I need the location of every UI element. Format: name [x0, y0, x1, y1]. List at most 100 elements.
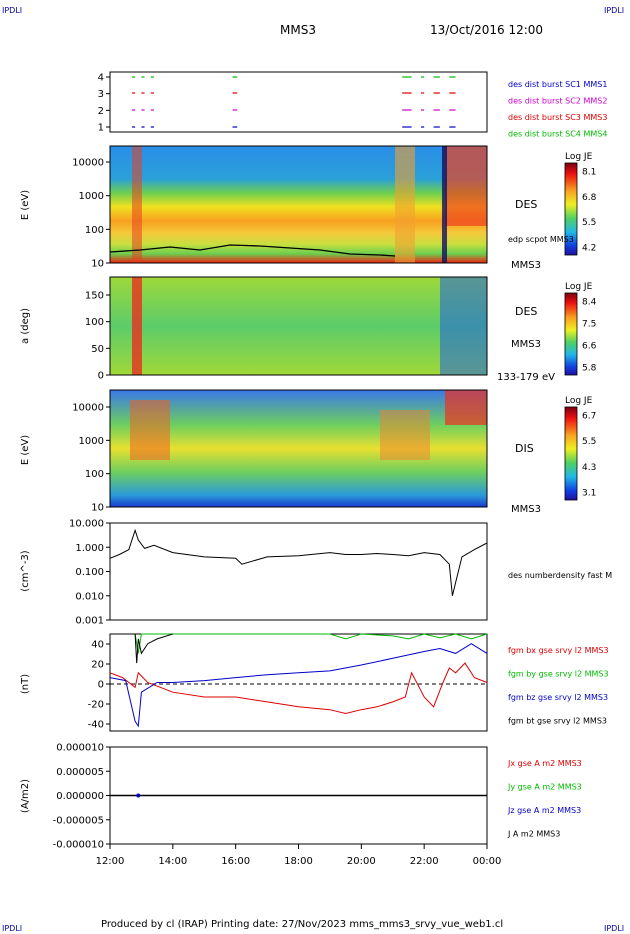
- dis-energy-colorbar-tick-label: 4.3: [582, 463, 596, 473]
- current-tick-label: 0.000005: [56, 767, 104, 778]
- magnetic-tick-label: 20: [91, 660, 104, 671]
- dis-energy-frame: [109, 389, 488, 508]
- magnetic-tick-label: 40: [91, 640, 104, 651]
- magnetic-line: [134, 633, 488, 654]
- des-pitch-instrument-label: MMS3: [511, 339, 541, 350]
- dis-energy-feature: [380, 410, 430, 460]
- current-tick-label: 0.000010: [56, 743, 104, 754]
- des-energy-colorbar-bar: [564, 162, 578, 256]
- density-legend: des numberdensity fast M: [508, 571, 612, 580]
- dis-energy-tick-label: 100: [85, 469, 104, 480]
- des-pitch-colorbar-bar: [564, 292, 578, 376]
- des-pitch-feature: [132, 277, 142, 375]
- des-pitch-energy-range: 133-179 eV: [497, 372, 555, 383]
- des-pitch-tick-label: 0: [98, 371, 104, 382]
- burst-tick-label: 4: [98, 73, 104, 84]
- density-legend-item: des numberdensity fast M: [508, 571, 612, 580]
- dis-energy-feature: [445, 390, 487, 425]
- dis-energy-colorbar-tick-label: 6.7: [582, 412, 596, 422]
- current-tick-label: -0.000010: [53, 840, 104, 851]
- burst-tick-label: 1: [98, 123, 104, 134]
- des-energy-feature: [132, 146, 142, 263]
- des-pitch-labels: DES MMS3 133-179 eV: [497, 305, 555, 383]
- des-energy-colorbar-title: Log JE: [565, 152, 593, 162]
- des-pitch-tick-label: 150: [85, 291, 104, 302]
- magnetic-y-ticks: (nT) 40 20 0 -20 -40: [20, 640, 110, 731]
- time-tick-label: 18:00: [284, 856, 313, 867]
- current-tick-label: -0.000005: [53, 815, 104, 826]
- density-tick-label: 0.001: [75, 616, 104, 627]
- current-legend-item: Jz gse A m2 MMS3: [507, 806, 581, 815]
- burst-legend-item: des dist burst SC2 MMS2: [508, 97, 607, 106]
- corner-label-bottom-left: IPDLI: [2, 924, 23, 933]
- time-tick-label: 16:00: [221, 856, 250, 867]
- des-pitch-spectrogram: [110, 277, 487, 375]
- density-line: [109, 528, 488, 596]
- magnetic-legend-item: fgm bt gse srvy l2 MMS3: [508, 717, 607, 726]
- burst-legend-item: des dist burst SC3 MMS3: [508, 113, 607, 122]
- des-energy-colorbar: Log JE 8.1 6.8 5.5 4.2: [564, 152, 597, 256]
- corner-label-top-right: IPDLI: [604, 6, 625, 15]
- des-pitch-right-label: DES: [515, 305, 537, 318]
- current-tick-label: 0.000000: [56, 791, 104, 802]
- magnetic-line: [134, 633, 173, 664]
- des-energy-tick-label: 1000: [79, 191, 104, 202]
- des-pitch-tick-label: 50: [91, 344, 104, 355]
- des-pitch-tick-label: 100: [85, 317, 104, 328]
- dis-energy-colorbar-bar: [564, 406, 578, 501]
- corner-label-bottom-right: IPDLI: [604, 924, 625, 933]
- dis-energy-instrument-label: MMS3: [511, 504, 541, 515]
- des-energy-spectrogram: [110, 146, 487, 263]
- des-energy-tick-label: 10: [91, 259, 104, 270]
- current-legend-item: J A m2 MMS3: [507, 830, 560, 839]
- des-energy-tick-label: 100: [85, 225, 104, 236]
- des-energy-feature: [445, 146, 487, 226]
- magnetic-line: [109, 643, 488, 728]
- magnetic-series: [109, 633, 488, 728]
- current-series: [110, 793, 487, 798]
- des-energy-feature: [442, 146, 447, 263]
- des-energy-colorbar-tick-label: 6.8: [582, 193, 597, 203]
- des-pitch-frame: [109, 276, 488, 376]
- des-pitch-colorbar-title: Log JE: [565, 282, 593, 292]
- dis-energy-tick-label: 10: [91, 503, 104, 514]
- dis-energy-colorbar-tick-label: 3.1: [582, 489, 596, 499]
- time-tick-label: 14:00: [158, 856, 187, 867]
- current-spike: [136, 793, 141, 798]
- des-energy-feature: [395, 146, 415, 263]
- density-ylabel: (cm^-3): [20, 550, 31, 591]
- time-tick-label: 22:00: [410, 856, 439, 867]
- density-tick-label: 0.100: [75, 567, 104, 578]
- des-energy-labels: DES edp scpot MMS3 MMS3: [508, 198, 574, 271]
- des-pitch-ylabel: a (deg): [20, 308, 31, 344]
- magnetic-ylabel: (nT): [20, 674, 31, 694]
- density-panel: (cm^-3) 10.000 1.000 0.100 0.010 0.001 des nu…: [20, 519, 612, 627]
- density-tick-label: 0.010: [75, 591, 104, 602]
- magnetic-legend-item: fgm by gse srvy l2 MMS3: [508, 670, 609, 679]
- burst-legend-item: des dist burst SC4 MMS4: [508, 130, 607, 139]
- magnetic-tick-label: -20: [88, 700, 104, 711]
- burst-legend: des dist burst SC1 MMS1 des dist burst SC…: [508, 80, 607, 139]
- current-legend: Jx gse A m2 MMS3 Jy gse A m2 MMS3 Jz gse A…: [507, 759, 582, 839]
- magnetic-tick-label: 0: [98, 680, 104, 691]
- current-legend-item: Jy gse A m2 MMS3: [507, 783, 582, 792]
- dis-energy-colorbar: Log JE 6.7 5.5 4.3 3.1: [564, 396, 596, 501]
- dis-energy-y-ticks: E (eV) 10000 1000 100 10: [20, 403, 110, 514]
- time-axis: 12:00 14:00 16:00 18:00 20:00 22:00 00:00: [96, 844, 501, 867]
- current-ylabel: (A/m2): [20, 779, 31, 813]
- magnetic-line: [109, 662, 488, 715]
- magnetic-legend: fgm bx gse srvy l2 MMS3 fgm by gse srvy l…: [508, 646, 609, 726]
- current-panel: (A/m2) 0.000010 0.000005 0.000000 -0.000005 -…: [20, 743, 582, 851]
- des-pitch-y-ticks: a (deg) 150 100 50 0: [20, 291, 110, 382]
- dis-energy-tick-label: 1000: [79, 436, 104, 447]
- dis-energy-colorbar-tick-label: 5.5: [582, 437, 596, 447]
- des-energy-colorbar-tick-label: 5.5: [582, 218, 596, 228]
- burst-tick-label: 2: [98, 106, 104, 117]
- dis-energy-colorbar-title: Log JE: [565, 396, 593, 406]
- des-energy-tick-label: 10000: [72, 158, 104, 169]
- time-tick-label: 12:00: [96, 856, 125, 867]
